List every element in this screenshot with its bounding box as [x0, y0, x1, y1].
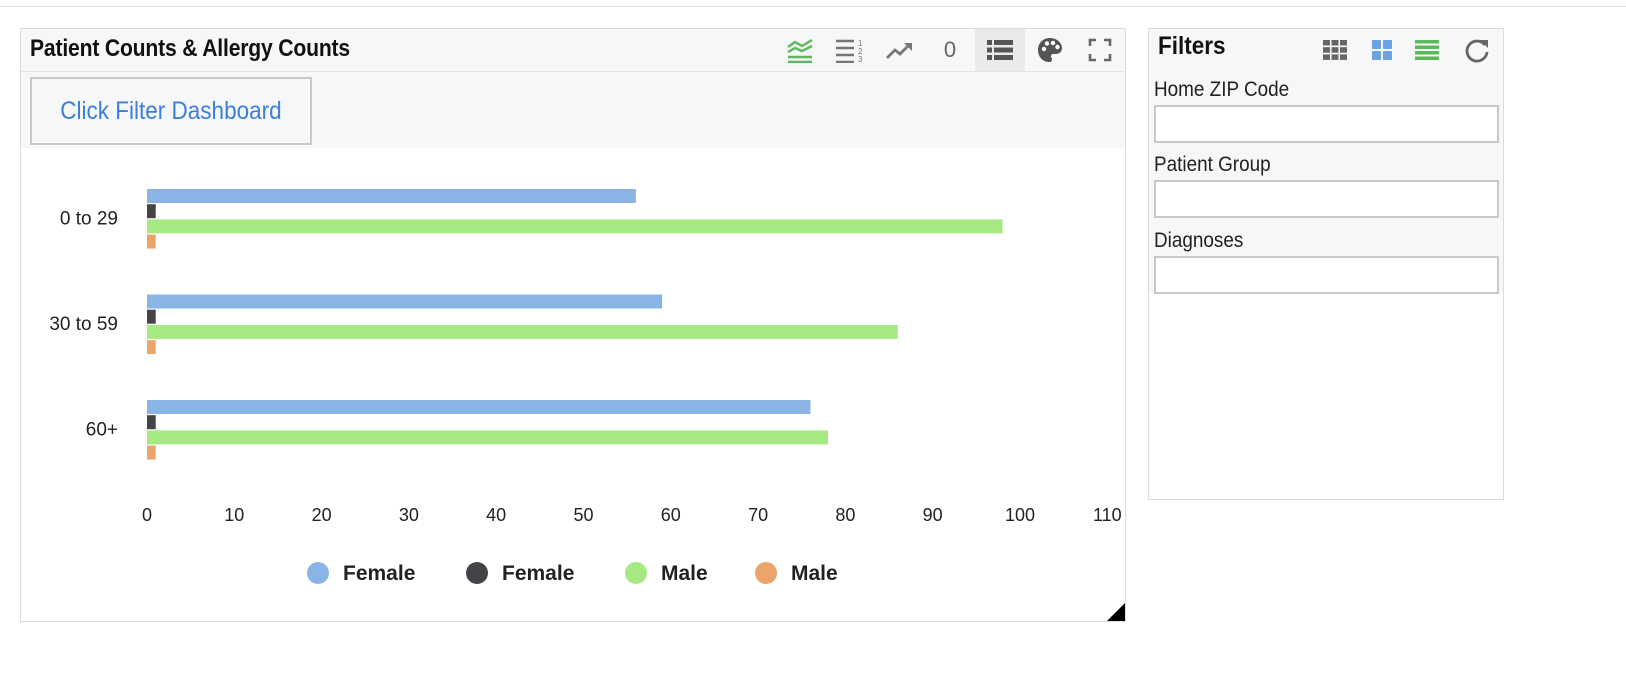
bar[interactable]	[147, 294, 663, 309]
trend-line-icon[interactable]	[875, 29, 925, 71]
count-badge[interactable]: 0	[925, 29, 975, 71]
x-tick-label: 0	[142, 505, 152, 525]
chart-filter-strip: Click Filter Dashboard	[21, 72, 1125, 148]
bar[interactable]	[147, 234, 156, 249]
legend-marker	[625, 562, 647, 584]
patient-group-input[interactable]	[1154, 180, 1499, 218]
legend-marker	[466, 562, 488, 584]
svg-text:2: 2	[858, 47, 863, 56]
legend-item[interactable]: Female	[307, 562, 415, 585]
diagnoses-input[interactable]	[1154, 256, 1499, 294]
legend-label: Female	[502, 562, 574, 585]
bar[interactable]	[147, 204, 156, 219]
x-tick-label: 50	[573, 505, 593, 525]
x-tick-label: 10	[224, 505, 244, 525]
legend-item[interactable]: Female	[466, 562, 574, 585]
bar[interactable]	[147, 309, 156, 324]
legend-label: Male	[661, 562, 708, 585]
bar[interactable]	[147, 400, 811, 414]
filters-title: Filters	[1158, 32, 1226, 60]
y-tick-label: 30 to 59	[49, 314, 118, 335]
x-tick-label: 90	[923, 505, 943, 525]
bar[interactable]	[147, 430, 828, 445]
list-view-icon[interactable]	[975, 29, 1025, 71]
legend-marker	[307, 562, 329, 584]
bar[interactable]	[147, 324, 898, 339]
palette-icon[interactable]	[1025, 29, 1075, 71]
x-tick-label: 40	[486, 505, 506, 525]
svg-text:1: 1	[858, 39, 863, 48]
x-tick-label: 20	[312, 505, 332, 525]
bar[interactable]	[147, 340, 156, 355]
x-tick-label: 60	[661, 505, 681, 525]
bar[interactable]	[147, 219, 1003, 234]
patient-group-label: Patient Group	[1154, 153, 1271, 176]
refresh-icon[interactable]	[1460, 33, 1494, 67]
filters-panel-body	[1149, 293, 1503, 499]
tiles-icon[interactable]	[1365, 33, 1399, 67]
chart-title: Patient Counts & Allergy Counts	[30, 35, 350, 62]
click-filter-dashboard-button[interactable]: Click Filter Dashboard	[30, 77, 312, 145]
legend-label: Male	[791, 562, 838, 585]
top-divider	[0, 6, 1626, 7]
legend-item[interactable]: Male	[755, 562, 838, 585]
resize-handle[interactable]	[1107, 603, 1125, 621]
bar[interactable]	[147, 415, 156, 430]
bar[interactable]	[147, 189, 636, 203]
fullscreen-icon[interactable]	[1075, 29, 1125, 71]
x-tick-label: 30	[399, 505, 419, 525]
y-tick-label: 60+	[86, 419, 118, 440]
stacked-chart-icon[interactable]	[775, 29, 825, 71]
bar-chart: 0 to 29 30 to 59 60+ 0 10 20 30 40 50 60 70 80 90 100…	[49, 189, 1122, 585]
legend-item[interactable]: Male	[625, 562, 708, 585]
legend-label: Female	[343, 562, 415, 585]
home-zip-code-input[interactable]	[1154, 105, 1499, 143]
count-value: 0	[943, 37, 957, 62]
x-tick-label: 100	[1005, 505, 1035, 525]
bar[interactable]	[147, 445, 156, 460]
diagnoses-label: Diagnoses	[1154, 229, 1244, 252]
y-tick-label: 0 to 29	[60, 208, 118, 229]
x-tick-label: 70	[748, 505, 768, 525]
svg-text:3: 3	[858, 55, 863, 63]
grid-icon[interactable]	[1318, 33, 1352, 67]
home-zip-code-label: Home ZIP Code	[1154, 78, 1290, 101]
rows-icon[interactable]	[1410, 33, 1444, 67]
x-tick-label: 80	[835, 505, 855, 525]
legend-marker	[755, 562, 777, 584]
x-tick-label: 110	[1093, 505, 1122, 525]
filters-panel: Filters Home ZIP Code Patient Group Diag…	[1148, 28, 1504, 500]
